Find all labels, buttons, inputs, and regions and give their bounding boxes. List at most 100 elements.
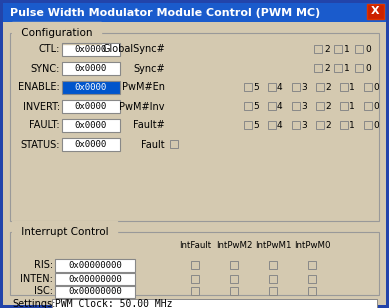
Text: 0x0000: 0x0000	[75, 102, 107, 111]
Bar	[292, 83, 300, 91]
Bar	[191, 261, 199, 269]
Bar	[62, 43, 120, 56]
Text: ISC:: ISC:	[34, 286, 53, 297]
Bar	[334, 45, 342, 53]
Bar	[55, 285, 135, 298]
Bar	[62, 138, 120, 151]
Text: 4: 4	[277, 121, 283, 130]
Text: 3: 3	[301, 83, 307, 92]
Text: 1: 1	[349, 121, 355, 130]
Text: Configuration: Configuration	[18, 28, 96, 38]
Text: 0x00000000: 0x00000000	[68, 287, 122, 296]
Bar	[62, 100, 120, 113]
Text: 2: 2	[325, 83, 331, 92]
Bar	[316, 121, 324, 129]
Bar	[334, 64, 342, 72]
Bar	[191, 275, 199, 283]
Bar	[10, 232, 379, 295]
Text: 2: 2	[325, 121, 331, 130]
Bar	[63, 101, 120, 113]
Bar	[316, 83, 324, 91]
Bar	[191, 287, 199, 295]
Bar	[355, 45, 363, 53]
Text: 2: 2	[324, 45, 329, 54]
Text: 0x0000: 0x0000	[75, 45, 107, 54]
Bar	[56, 286, 135, 298]
Text: 0: 0	[373, 121, 379, 130]
Bar	[364, 121, 372, 129]
Bar	[292, 102, 300, 110]
Bar	[230, 287, 238, 295]
Text: PwM#En: PwM#En	[122, 83, 165, 92]
Text: Interrupt Control: Interrupt Control	[18, 227, 112, 237]
Bar	[364, 102, 372, 110]
Bar	[244, 102, 252, 110]
Text: FAULT:: FAULT:	[30, 120, 60, 131]
Text: INVERT:: INVERT:	[23, 102, 60, 111]
Text: 5: 5	[253, 121, 259, 130]
Bar	[308, 275, 316, 283]
Bar	[55, 273, 135, 286]
Bar	[230, 275, 238, 283]
Bar	[62, 43, 120, 56]
Text: 0: 0	[373, 83, 379, 92]
Bar	[268, 83, 276, 91]
Bar	[340, 83, 348, 91]
Text: 5: 5	[253, 102, 259, 111]
Bar	[355, 64, 363, 72]
Text: 1: 1	[349, 83, 355, 92]
Text: Pulse Width Modulator Module Control (PWM MC): Pulse Width Modulator Module Control (PW…	[10, 7, 320, 18]
Bar	[63, 82, 120, 94]
Bar	[269, 275, 277, 283]
Text: 2: 2	[325, 102, 331, 111]
Text: X: X	[371, 6, 380, 17]
Bar	[340, 121, 348, 129]
Bar	[62, 119, 120, 132]
Bar	[62, 62, 120, 75]
Text: Sync#: Sync#	[133, 63, 165, 74]
Text: 2: 2	[324, 64, 329, 73]
Bar	[316, 102, 324, 110]
Bar	[340, 102, 348, 110]
Text: INTEN:: INTEN:	[20, 274, 53, 285]
Bar	[367, 4, 384, 19]
Text: 0x0000: 0x0000	[75, 140, 107, 149]
Text: Fault: Fault	[141, 140, 165, 149]
Bar	[62, 81, 120, 94]
Bar	[268, 102, 276, 110]
Text: GlobalSync#: GlobalSync#	[102, 44, 165, 55]
Bar	[62, 81, 120, 94]
Bar	[62, 119, 120, 132]
Text: 0: 0	[365, 64, 371, 73]
Bar	[63, 44, 120, 56]
Bar	[10, 33, 379, 221]
Text: IntPwM2: IntPwM2	[216, 241, 252, 249]
Bar	[52, 299, 377, 308]
Text: IntPwM1: IntPwM1	[255, 241, 291, 249]
Text: IntFault: IntFault	[179, 241, 211, 249]
Text: PwM#Inv: PwM#Inv	[119, 102, 165, 111]
Text: 0x00000000: 0x00000000	[68, 275, 122, 284]
Bar	[268, 121, 276, 129]
Text: Settings:: Settings:	[12, 299, 55, 308]
Bar	[63, 139, 120, 151]
Text: 4: 4	[277, 83, 283, 92]
Bar	[56, 260, 135, 272]
Text: 0x0000: 0x0000	[75, 64, 107, 73]
Bar	[292, 121, 300, 129]
Bar	[3, 3, 386, 22]
Text: CTL:: CTL:	[39, 44, 60, 55]
Text: ENABLE:: ENABLE:	[18, 83, 60, 92]
Bar	[55, 273, 135, 286]
Bar	[55, 285, 135, 298]
Text: 0x00000000: 0x00000000	[68, 261, 122, 270]
Text: 1: 1	[344, 64, 350, 73]
Text: 0: 0	[365, 45, 371, 54]
Bar	[62, 62, 120, 75]
Bar	[269, 261, 277, 269]
Text: 3: 3	[301, 102, 307, 111]
Text: SYNC:: SYNC:	[31, 63, 60, 74]
Bar	[244, 83, 252, 91]
Bar	[63, 120, 120, 132]
Text: 5: 5	[253, 83, 259, 92]
